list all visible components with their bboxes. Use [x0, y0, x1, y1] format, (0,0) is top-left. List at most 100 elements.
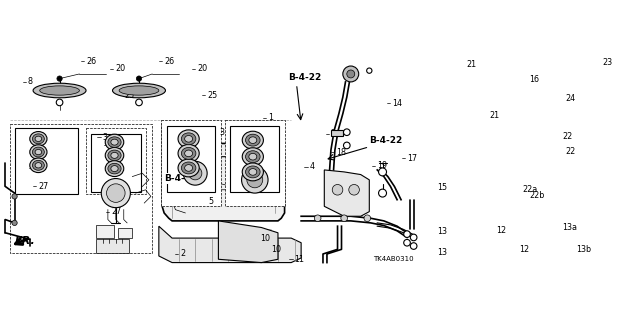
- Polygon shape: [324, 170, 369, 216]
- Text: 25: 25: [124, 91, 134, 100]
- Ellipse shape: [111, 166, 118, 172]
- Text: 20: 20: [197, 64, 207, 73]
- Ellipse shape: [119, 86, 159, 95]
- Ellipse shape: [35, 149, 42, 155]
- Text: 5: 5: [209, 196, 214, 205]
- Ellipse shape: [105, 161, 124, 177]
- Bar: [167, 125, 215, 192]
- Circle shape: [136, 76, 141, 81]
- Ellipse shape: [185, 135, 193, 142]
- Text: 6: 6: [35, 164, 40, 172]
- Bar: [161, 120, 221, 206]
- Ellipse shape: [105, 134, 124, 150]
- Text: B-4-22: B-4-22: [288, 73, 321, 82]
- Text: 12: 12: [497, 226, 506, 235]
- Ellipse shape: [181, 162, 196, 174]
- Circle shape: [136, 99, 142, 106]
- Ellipse shape: [242, 163, 264, 181]
- Circle shape: [314, 215, 321, 221]
- Text: 3: 3: [220, 128, 225, 137]
- Ellipse shape: [33, 147, 44, 157]
- Circle shape: [101, 179, 131, 208]
- Ellipse shape: [185, 164, 193, 171]
- Bar: [96, 225, 115, 238]
- Text: 22b: 22b: [529, 191, 545, 200]
- Ellipse shape: [30, 132, 47, 146]
- Text: B-4-1: B-4-1: [164, 174, 191, 183]
- Ellipse shape: [246, 166, 260, 178]
- Ellipse shape: [249, 169, 257, 175]
- Circle shape: [12, 220, 17, 226]
- Bar: [225, 120, 285, 206]
- Ellipse shape: [40, 86, 79, 95]
- Circle shape: [410, 243, 417, 249]
- Text: 27: 27: [111, 207, 122, 216]
- Text: 21: 21: [467, 60, 477, 69]
- Text: 22: 22: [566, 147, 576, 156]
- Ellipse shape: [105, 148, 124, 163]
- Text: 14: 14: [392, 99, 402, 108]
- Circle shape: [183, 161, 207, 185]
- Ellipse shape: [30, 158, 47, 172]
- Text: 26: 26: [86, 57, 96, 66]
- Circle shape: [57, 76, 62, 81]
- Circle shape: [410, 234, 417, 241]
- Ellipse shape: [35, 136, 42, 141]
- Text: 22a: 22a: [523, 185, 538, 194]
- Ellipse shape: [181, 148, 196, 159]
- Ellipse shape: [249, 137, 257, 143]
- Circle shape: [189, 167, 202, 180]
- Ellipse shape: [113, 83, 166, 98]
- Ellipse shape: [111, 152, 118, 158]
- Circle shape: [106, 184, 125, 202]
- Ellipse shape: [185, 150, 193, 157]
- Ellipse shape: [108, 137, 121, 148]
- Text: 20: 20: [115, 64, 125, 73]
- Ellipse shape: [242, 131, 264, 149]
- Bar: [331, 130, 343, 135]
- Circle shape: [347, 70, 355, 78]
- Text: 16: 16: [529, 75, 540, 84]
- Text: 21: 21: [490, 111, 500, 120]
- Circle shape: [344, 142, 350, 149]
- Ellipse shape: [242, 148, 264, 166]
- Text: B-4-22: B-4-22: [369, 136, 403, 145]
- Ellipse shape: [178, 159, 199, 177]
- Ellipse shape: [33, 160, 44, 170]
- Text: 8: 8: [28, 77, 33, 86]
- Polygon shape: [96, 239, 129, 253]
- Circle shape: [343, 66, 358, 82]
- Circle shape: [56, 99, 63, 106]
- Text: TK4AB0310: TK4AB0310: [373, 256, 413, 262]
- Text: 22: 22: [563, 132, 573, 141]
- Circle shape: [364, 215, 371, 221]
- Text: 25: 25: [207, 91, 218, 100]
- Ellipse shape: [246, 151, 260, 163]
- Text: 4: 4: [310, 162, 315, 171]
- Bar: [10, 124, 152, 253]
- Circle shape: [404, 239, 410, 246]
- Ellipse shape: [33, 134, 44, 144]
- Ellipse shape: [246, 134, 260, 146]
- Circle shape: [12, 194, 17, 199]
- Bar: [92, 133, 141, 192]
- Circle shape: [341, 215, 348, 221]
- Circle shape: [379, 189, 387, 197]
- Bar: [230, 125, 278, 192]
- Polygon shape: [159, 226, 301, 263]
- Ellipse shape: [111, 139, 118, 145]
- Text: 17: 17: [407, 154, 417, 163]
- Bar: [15, 128, 78, 195]
- Polygon shape: [218, 221, 278, 263]
- Text: 24: 24: [566, 94, 576, 103]
- Text: 10: 10: [271, 245, 282, 254]
- Text: 15: 15: [437, 183, 447, 192]
- Text: 13b: 13b: [576, 245, 591, 254]
- Bar: [86, 128, 146, 195]
- Text: 3: 3: [331, 129, 336, 138]
- Ellipse shape: [249, 153, 257, 160]
- Ellipse shape: [33, 83, 86, 98]
- Text: 18: 18: [336, 148, 346, 156]
- Circle shape: [367, 68, 372, 73]
- Ellipse shape: [178, 144, 199, 162]
